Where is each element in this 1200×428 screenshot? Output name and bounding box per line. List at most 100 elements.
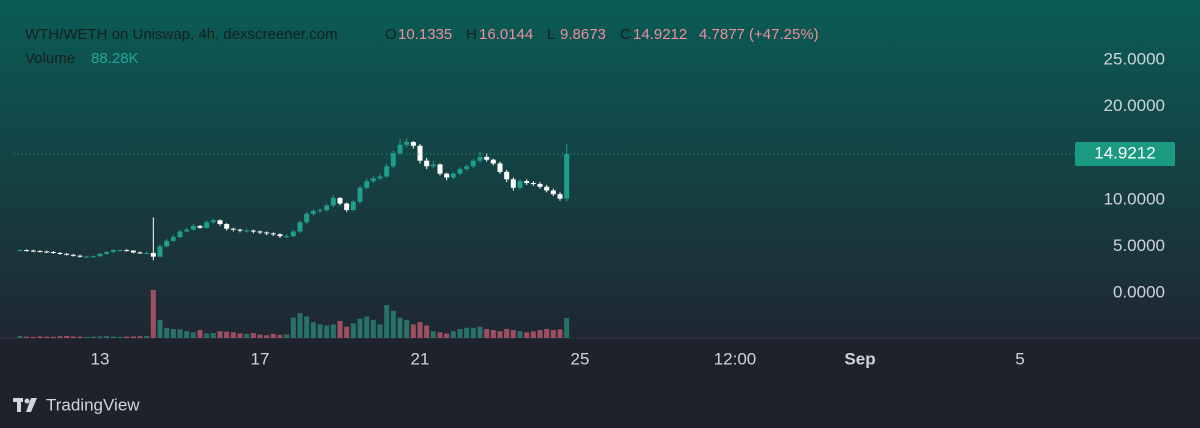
candle-body bbox=[470, 160, 476, 167]
volume-bar bbox=[197, 330, 203, 338]
candle-body bbox=[544, 186, 550, 191]
candle-body bbox=[57, 252, 63, 254]
candle-body bbox=[410, 142, 416, 146]
candle-body bbox=[84, 256, 90, 258]
volume-bar bbox=[444, 333, 450, 338]
candle-body bbox=[484, 156, 490, 160]
volume-bar bbox=[544, 328, 550, 338]
plot-background bbox=[0, 0, 1200, 338]
candle-body bbox=[244, 230, 250, 232]
candle-body bbox=[144, 252, 150, 254]
candle-body bbox=[17, 250, 23, 252]
candle-body bbox=[37, 251, 43, 253]
x-tick-label: 17 bbox=[251, 349, 270, 368]
candle-body bbox=[264, 232, 270, 234]
candle-body bbox=[304, 213, 310, 223]
candle-body bbox=[44, 251, 50, 253]
candle-body bbox=[404, 142, 410, 145]
candle-body bbox=[490, 159, 496, 164]
candle-body bbox=[217, 220, 223, 225]
candle-body bbox=[150, 252, 156, 257]
volume-bar bbox=[270, 333, 276, 338]
candle-body bbox=[437, 164, 443, 174]
volume-bar bbox=[44, 336, 50, 338]
volume-bar bbox=[150, 289, 156, 338]
volume-bar bbox=[164, 327, 170, 338]
last-price-label: 14.9212 bbox=[1094, 143, 1155, 162]
volume-bar bbox=[450, 331, 456, 338]
candle-body bbox=[517, 181, 523, 188]
candle-body bbox=[30, 250, 36, 252]
brand-logo bbox=[13, 398, 37, 412]
volume-legend-name: Volume bbox=[25, 50, 75, 67]
candle-body bbox=[270, 233, 276, 235]
candle-body bbox=[530, 183, 536, 185]
candle-body bbox=[390, 153, 396, 167]
volume-bar bbox=[70, 336, 76, 338]
volume-bar bbox=[317, 324, 323, 338]
candle-body bbox=[357, 187, 363, 202]
volume-bar bbox=[510, 330, 516, 338]
candle-body bbox=[210, 220, 216, 223]
volume-bar bbox=[244, 333, 250, 338]
candle-body bbox=[110, 250, 116, 252]
candle-body bbox=[197, 225, 203, 228]
volume-bar bbox=[50, 336, 56, 338]
volume-bar bbox=[524, 332, 530, 338]
candle-body bbox=[430, 164, 436, 167]
volume-bar bbox=[477, 326, 483, 338]
y-tick-label: 10.0000 bbox=[1104, 189, 1165, 208]
volume-bar bbox=[497, 331, 503, 338]
volume-bar bbox=[90, 336, 96, 338]
candle-body bbox=[157, 246, 163, 257]
candle-body bbox=[397, 144, 403, 154]
volume-bar bbox=[84, 336, 90, 338]
x-tick-label: 25 bbox=[571, 349, 590, 368]
candle-body bbox=[297, 222, 303, 232]
volume-bar bbox=[157, 319, 163, 338]
volume-bar bbox=[377, 324, 383, 338]
volume-bar bbox=[190, 332, 196, 338]
y-tick-label: 20.0000 bbox=[1104, 96, 1165, 115]
candle-body bbox=[224, 224, 230, 229]
candle-body bbox=[344, 203, 350, 211]
volume-bar bbox=[304, 316, 310, 338]
candle-body bbox=[164, 240, 170, 247]
volume-bar bbox=[397, 317, 403, 338]
volume-bar bbox=[530, 331, 536, 338]
candle-body bbox=[324, 205, 330, 211]
volume-bar bbox=[264, 335, 270, 338]
ohlc-key: O bbox=[385, 26, 397, 43]
volume-bar bbox=[537, 330, 543, 338]
chart-title: WTH/WETH on Uniswap, 4h, dexscreener.com bbox=[25, 26, 338, 43]
x-tick-label: Sep bbox=[844, 349, 875, 368]
candle-body bbox=[190, 225, 196, 230]
volume-bar bbox=[517, 331, 523, 338]
x-tick-label: 5 bbox=[1015, 349, 1024, 368]
candle-body bbox=[104, 251, 110, 254]
ohlc-key: L bbox=[547, 26, 555, 43]
volume-bar bbox=[37, 336, 43, 338]
candle-body bbox=[284, 236, 290, 238]
volume-bar bbox=[137, 336, 143, 338]
candle-body bbox=[230, 228, 236, 230]
volume-bar bbox=[404, 319, 410, 338]
volume-bar bbox=[224, 331, 230, 338]
volume-bar bbox=[124, 336, 130, 338]
volume-bar bbox=[297, 313, 303, 338]
candle-body bbox=[130, 250, 136, 253]
volume-bar bbox=[350, 323, 356, 338]
candle-body bbox=[310, 210, 316, 214]
candle-body bbox=[424, 160, 430, 167]
volume-bar bbox=[24, 336, 30, 338]
candle-body bbox=[184, 229, 190, 232]
candle-body bbox=[117, 250, 123, 252]
volume-bar bbox=[330, 324, 336, 338]
volume-bar bbox=[430, 331, 436, 338]
volume-bar bbox=[110, 336, 116, 338]
candle-body bbox=[557, 194, 563, 199]
candle-body bbox=[317, 210, 323, 212]
candle-body bbox=[257, 231, 263, 233]
volume-bar bbox=[390, 310, 396, 338]
